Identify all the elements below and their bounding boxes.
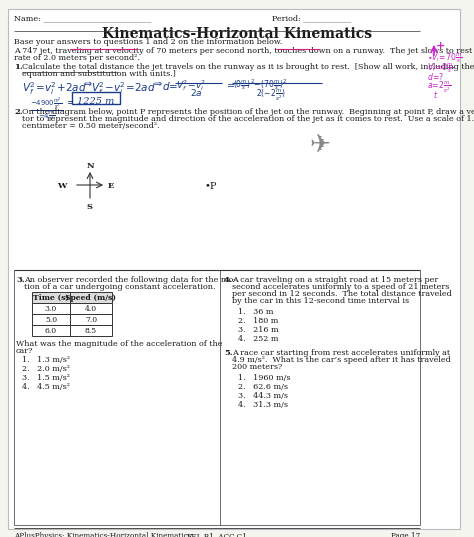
Text: 4.   252 m: 4. 252 m <box>238 335 279 343</box>
Text: 1.: 1. <box>14 63 23 71</box>
Text: Calculate the total distance the jet travels on the runway as it is brought to r: Calculate the total distance the jet tra… <box>22 63 474 71</box>
Text: Period: ____________: Period: ____________ <box>272 14 351 22</box>
Text: •P: •P <box>205 182 218 191</box>
Text: 4.   4.5 m/s²: 4. 4.5 m/s² <box>22 383 70 391</box>
Text: rate of 2.0 meters per second².: rate of 2.0 meters per second². <box>14 54 140 62</box>
Text: 1.   36 m: 1. 36 m <box>238 308 273 316</box>
Text: $V_f^2\!-\!v_i^2$: $V_f^2\!-\!v_i^2$ <box>176 78 206 93</box>
Text: $V_f^2\!-\!v_i^2\!=\!2ad$: $V_f^2\!-\!v_i^2\!=\!2ad$ <box>91 80 155 97</box>
Text: 3.   44.3 m/s: 3. 44.3 m/s <box>238 392 288 400</box>
Text: 2.   180 m: 2. 180 m <box>238 317 278 325</box>
Text: 3.0: 3.0 <box>45 305 57 313</box>
Text: $=$: $=$ <box>65 97 76 106</box>
Text: $d\!=\!$: $d\!=\!$ <box>162 80 179 92</box>
Text: centimeter = 0.50 meter/second².: centimeter = 0.50 meter/second². <box>22 122 160 130</box>
Text: $\frac{-4900\frac{m^2}{s^2}}{-4\frac{m}{s^2}}$: $\frac{-4900\frac{m^2}{s^2}}{-4\frac{m}{… <box>30 96 63 125</box>
Text: +: + <box>436 40 445 51</box>
Text: 3.   216 m: 3. 216 m <box>238 326 279 334</box>
Text: $t$: $t$ <box>433 89 438 100</box>
Bar <box>32 303 112 314</box>
Text: 4.0: 4.0 <box>85 305 97 313</box>
Text: W: W <box>56 182 66 190</box>
Text: equation and substitution with units.]: equation and substitution with units.] <box>22 70 176 78</box>
Text: $d\!=\!?$: $d\!=\!?$ <box>427 71 444 82</box>
Bar <box>32 292 112 303</box>
Bar <box>425 9 460 529</box>
Text: car?: car? <box>16 347 33 355</box>
Text: $\Rightarrow$: $\Rightarrow$ <box>152 80 164 89</box>
Text: S: S <box>87 203 93 211</box>
Text: A car traveling on a straight road at 15 meters per: A car traveling on a straight road at 15… <box>232 276 438 284</box>
Text: 1.   1.3 m/s²: 1. 1.3 m/s² <box>22 356 70 364</box>
Text: per second in 12 seconds.  The total distance traveled: per second in 12 seconds. The total dist… <box>232 290 452 298</box>
Text: 5.0: 5.0 <box>45 316 57 324</box>
Text: 2.   62.6 m/s: 2. 62.6 m/s <box>238 383 288 391</box>
Text: An observer recorded the following data for the mo-: An observer recorded the following data … <box>24 276 236 284</box>
Text: 3.   1.5 m/s²: 3. 1.5 m/s² <box>22 374 70 382</box>
Text: 1.   1960 m/s: 1. 1960 m/s <box>238 374 291 382</box>
Text: VEL.B1, ACC.C1: VEL.B1, ACC.C1 <box>187 532 247 537</box>
Text: E: E <box>108 182 114 190</box>
Text: A 747 jet, traveling at a velocity of 70 meters per second north, touches down o: A 747 jet, traveling at a velocity of 70… <box>14 47 474 55</box>
Text: 8.5: 8.5 <box>85 327 97 335</box>
Bar <box>72 92 120 104</box>
Text: $V_f\!=\!0\frac{m}{s}$: $V_f\!=\!0\frac{m}{s}$ <box>427 62 453 75</box>
Text: 7.0: 7.0 <box>85 316 97 324</box>
Text: A race car starting from rest accelerates uniformly at: A race car starting from rest accelerate… <box>232 349 450 357</box>
Text: $2(-2\frac{m}{s^2})$: $2(-2\frac{m}{s^2})$ <box>256 87 286 103</box>
Text: Kinematics-Horizontal Kinematics: Kinematics-Horizontal Kinematics <box>102 27 372 41</box>
Bar <box>32 314 112 325</box>
Text: 1225 m: 1225 m <box>77 97 115 106</box>
Text: 5.: 5. <box>224 349 233 357</box>
Text: Time (s): Time (s) <box>33 294 69 302</box>
Text: Speed (m/s): Speed (m/s) <box>65 294 117 302</box>
Text: 4.9 m/s².  What is the car’s speed after it has traveled: 4.9 m/s². What is the car’s speed after … <box>232 356 451 364</box>
Text: On the diagram below, point P represents the position of the jet on the runway. : On the diagram below, point P represents… <box>22 108 474 116</box>
Text: ✈: ✈ <box>310 133 331 157</box>
Text: $\bullet V_i\!=\!70\frac{m}{s}$: $\bullet V_i\!=\!70\frac{m}{s}$ <box>427 52 463 66</box>
Text: $2a$: $2a$ <box>190 87 203 98</box>
Text: APlusPhysics: Kinematics-Horizontal Kinematics: APlusPhysics: Kinematics-Horizontal Kine… <box>14 532 191 537</box>
Text: What was the magnitude of the acceleration of the: What was the magnitude of the accelerati… <box>16 340 222 348</box>
Text: 6.0: 6.0 <box>45 327 57 335</box>
Text: 4.   31.3 m/s: 4. 31.3 m/s <box>238 401 288 409</box>
Bar <box>32 325 112 336</box>
Text: $=$: $=$ <box>225 80 236 89</box>
Text: $\Rightarrow$: $\Rightarrow$ <box>82 80 93 89</box>
Text: Name: ___________________________: Name: ___________________________ <box>14 14 151 22</box>
Text: $(0\frac{m}{s})^2\!-\!(70\frac{m}{s})^2$: $(0\frac{m}{s})^2\!-\!(70\frac{m}{s})^2$ <box>233 77 287 92</box>
Text: 2.   2.0 m/s²: 2. 2.0 m/s² <box>22 365 70 373</box>
Text: Base your answers to questions 1 and 2 on the information below.: Base your answers to questions 1 and 2 o… <box>14 38 282 46</box>
Text: 3.: 3. <box>16 276 25 284</box>
Text: 200 meters?: 200 meters? <box>232 363 282 371</box>
Text: by the car in this 12-second time interval is: by the car in this 12-second time interv… <box>232 297 409 305</box>
Text: 2.: 2. <box>14 108 23 116</box>
Text: tor to represent the magnitude and direction of the acceleration of the jet as i: tor to represent the magnitude and direc… <box>22 115 474 123</box>
Text: second accelerates uniformly to a speed of 21 meters: second accelerates uniformly to a speed … <box>232 283 449 291</box>
Text: $a\!=\!2\frac{m}{s^2}$: $a\!=\!2\frac{m}{s^2}$ <box>427 79 451 95</box>
Text: N: N <box>86 162 94 170</box>
Text: 4.: 4. <box>224 276 233 284</box>
Text: $V_f^2\!=\!v_i^2\!+\!2ad$: $V_f^2\!=\!v_i^2\!+\!2ad$ <box>22 80 87 97</box>
Text: Page 17: Page 17 <box>391 532 420 537</box>
Text: tion of a car undergoing constant acceleration.: tion of a car undergoing constant accele… <box>24 283 216 291</box>
